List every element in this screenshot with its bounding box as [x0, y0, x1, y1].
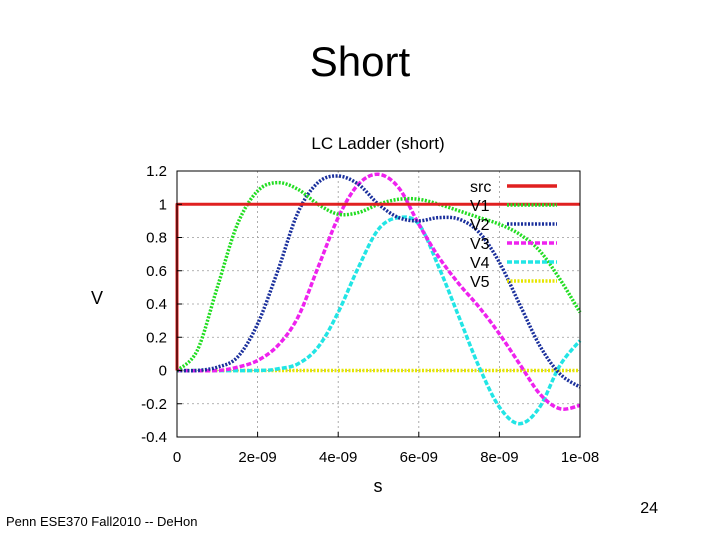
y-tick-label: 0.8	[146, 230, 167, 247]
x-tick-label: 8e-09	[480, 449, 518, 466]
footer-text: Penn ESE370 Fall2010 -- DeHon	[6, 514, 198, 529]
x-tick-label: 4e-09	[319, 449, 357, 466]
series-line-v3	[176, 172, 581, 411]
x-tick-label: 0	[173, 449, 181, 466]
y-tick-label: 1.2	[146, 163, 167, 180]
x-tick-label: 1e-08	[561, 449, 599, 466]
y-tick-label: 0	[159, 363, 167, 380]
x-axis-label: s	[374, 476, 383, 496]
legend-label: V2	[470, 217, 490, 234]
slide-title: Short	[309, 38, 411, 85]
legend-label: V3	[470, 236, 490, 253]
y-tick-label: 0.4	[146, 296, 167, 313]
x-tick-label: 2e-09	[238, 449, 276, 466]
y-tick-label: 1	[159, 196, 167, 213]
legend-label: V1	[470, 198, 490, 215]
legend-label: src	[470, 179, 491, 196]
axis-ticks: -0.4 -0.2 0 0.2 0.4 0.6 0.8 1 1.2 0 2e-09 4e-09 6e-0…	[141, 163, 599, 466]
series-line-v4	[176, 215, 582, 426]
plot-series	[175, 172, 582, 426]
legend: src V1 V2 V3 V4 V5	[470, 179, 557, 291]
chart-title: LC Ladder (short)	[311, 134, 444, 153]
page-number: 24	[640, 500, 658, 517]
y-tick-label: 0.2	[146, 329, 167, 346]
series-line-v2	[176, 174, 581, 389]
x-tick-label: 6e-09	[400, 449, 438, 466]
y-axis-label: V	[91, 288, 103, 308]
legend-label: V5	[470, 274, 490, 291]
series-line-v1	[175, 180, 582, 372]
legend-label: V4	[470, 255, 490, 272]
y-tick-label: 0.6	[146, 263, 167, 280]
y-tick-label: -0.4	[141, 429, 167, 446]
y-tick-label: -0.2	[141, 396, 167, 413]
